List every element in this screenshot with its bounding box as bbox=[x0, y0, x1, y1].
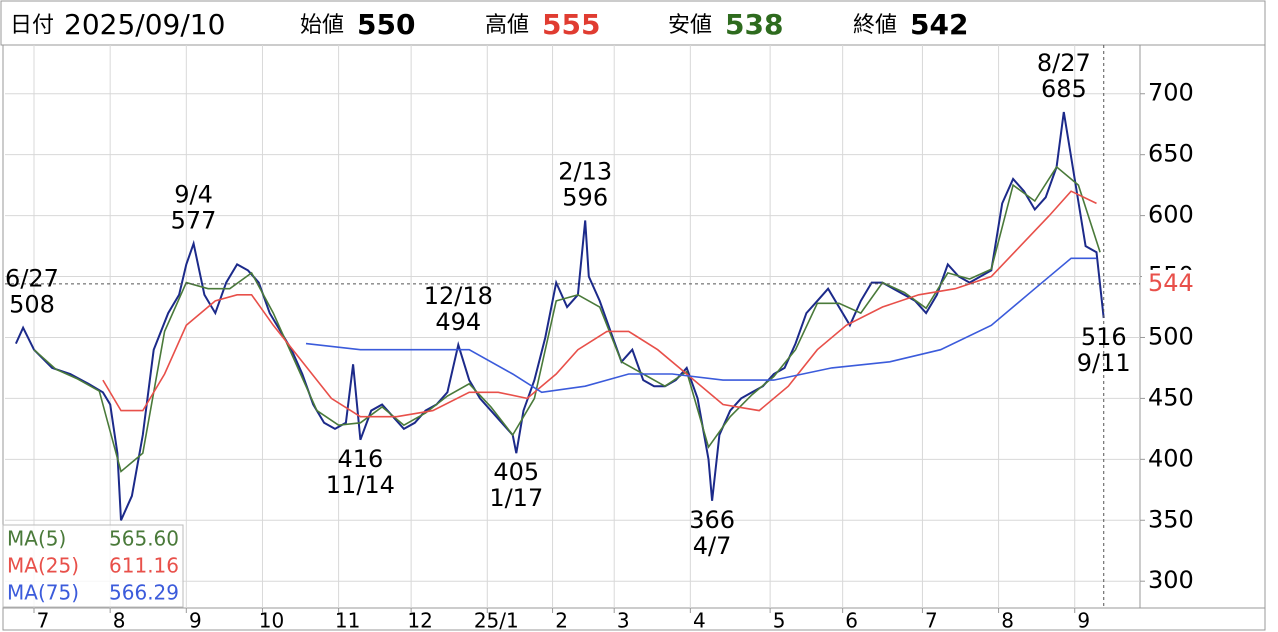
x-tick-label: 10 bbox=[259, 609, 284, 632]
x-tick-label: 7 bbox=[925, 609, 938, 632]
open-label: 始値 bbox=[300, 13, 344, 38]
annotation-value: 596 bbox=[562, 183, 608, 211]
y-tick-label: 300 bbox=[1148, 566, 1194, 594]
header-bar bbox=[0, 0, 1266, 46]
open: 550 bbox=[357, 8, 415, 41]
legend-box bbox=[2, 524, 184, 608]
current-price-bg bbox=[1142, 269, 1262, 298]
y-tick-label: 400 bbox=[1148, 444, 1194, 472]
ma-line bbox=[102, 190, 1097, 418]
annotation-date: 4/7 bbox=[693, 532, 732, 560]
frame bbox=[2, 44, 1266, 631]
annotation-value: 405 bbox=[493, 458, 539, 486]
annotation-date: 6/27 bbox=[5, 265, 59, 293]
annotation-date: 12/18 bbox=[424, 282, 493, 310]
x-tick-label: 9 bbox=[1077, 609, 1090, 632]
annotation-value: 494 bbox=[435, 308, 481, 336]
x-tick-label: 9 bbox=[189, 609, 202, 632]
annotation-value: 685 bbox=[1041, 75, 1087, 103]
x-tick-label: 12 bbox=[407, 609, 432, 632]
annotation-date: 9/4 bbox=[174, 181, 213, 209]
x-tick-label: 6 bbox=[845, 609, 858, 632]
legend-value: 566.29 bbox=[109, 581, 179, 605]
close: 542 bbox=[910, 8, 968, 41]
date: 2025/09/10 bbox=[64, 8, 225, 41]
x-tick-label: 11 bbox=[335, 609, 360, 632]
legend-value: 611.16 bbox=[109, 554, 179, 578]
y-tick-label: 700 bbox=[1148, 79, 1194, 107]
y-tick-label: 350 bbox=[1148, 505, 1194, 533]
annotation-date: 11/14 bbox=[326, 471, 395, 499]
x-tick-label: 7 bbox=[37, 609, 50, 632]
low-label: 安値 bbox=[668, 13, 712, 38]
annotation-date: 2/13 bbox=[558, 157, 612, 185]
annotation-value: 416 bbox=[337, 445, 383, 473]
annotation-value: 508 bbox=[9, 291, 55, 319]
legend-label: MA(75) bbox=[7, 581, 79, 605]
annotation-date: 1/17 bbox=[489, 484, 543, 512]
y-tick-label: 500 bbox=[1148, 322, 1194, 350]
x-tick-label: 8 bbox=[1001, 609, 1014, 632]
y-tick-label: 450 bbox=[1148, 383, 1194, 411]
x-tick-label: 4 bbox=[693, 609, 706, 632]
high: 555 bbox=[542, 8, 600, 41]
x-tick-label: 2 bbox=[555, 609, 568, 632]
annotation-value: 516 bbox=[1081, 323, 1127, 351]
y-tick-label: 650 bbox=[1148, 140, 1194, 168]
x-tick-label: 25/1 bbox=[474, 609, 519, 632]
annotation-value: 577 bbox=[171, 207, 217, 235]
legend-label: MA(25) bbox=[7, 554, 79, 578]
annotation-date: 8/27 bbox=[1037, 49, 1091, 77]
high-label: 高値 bbox=[485, 13, 529, 38]
ma-line bbox=[33, 165, 1101, 473]
low: 538 bbox=[725, 8, 783, 41]
annotation-value: 366 bbox=[689, 506, 735, 534]
x-tick-label: 3 bbox=[617, 609, 630, 632]
legend-value: 565.60 bbox=[109, 527, 179, 551]
x-tick-label: 5 bbox=[773, 609, 786, 632]
y-tick-label: 600 bbox=[1148, 201, 1194, 229]
annotation-date: 9/11 bbox=[1077, 349, 1131, 377]
price-line bbox=[14, 111, 1105, 521]
ma-line bbox=[305, 257, 1097, 394]
date-label: 日付 bbox=[10, 13, 54, 38]
current-price-label: 544 bbox=[1148, 269, 1194, 297]
x-tick-label: 8 bbox=[113, 609, 126, 632]
close-label: 終値 bbox=[853, 13, 897, 38]
legend-label: MA(5) bbox=[7, 527, 66, 551]
